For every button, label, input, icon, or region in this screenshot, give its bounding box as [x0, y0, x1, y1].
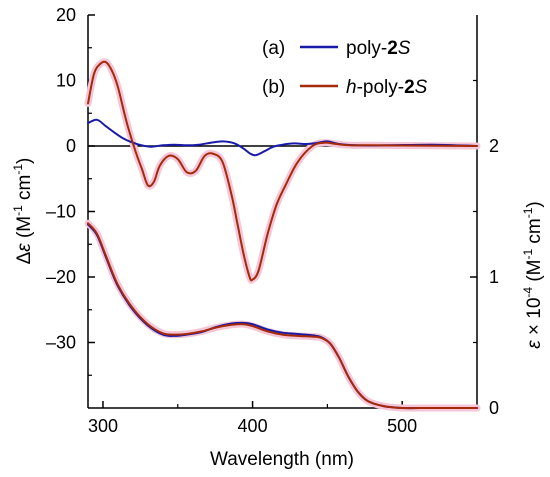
axis-ticks — [88, 14, 477, 409]
legend: (a) poly-2S (b) h-poly-2S — [262, 38, 428, 98]
x-tick-label: 400 — [238, 416, 268, 436]
y-axis-right-title: ε × 10-4 (M-1 cm-1) — [521, 201, 545, 349]
series-layer — [84, 58, 481, 412]
legend-label-b-prefix: (b) — [262, 77, 285, 98]
legend-label-a: poly-2S — [346, 38, 411, 59]
y-right-tick-label: 0 — [489, 398, 499, 418]
y-left-tick-label: 0 — [66, 136, 76, 156]
y-axis-left-title: Δε (M-1 cm-1) — [11, 158, 35, 265]
y-left-tick-label: 20 — [56, 5, 76, 25]
series-line-1 — [87, 60, 478, 282]
series-line-2 — [87, 223, 478, 410]
series-line-3 — [87, 222, 478, 410]
y-right-tick-label: 1 — [489, 267, 499, 287]
series-glow-3 — [84, 219, 481, 412]
y-left-tick-label: –30 — [46, 333, 76, 353]
y-right-tick-label: 2 — [489, 136, 499, 156]
y-left-tick-label: 10 — [56, 71, 76, 91]
x-axis-title: Wavelength (nm) — [210, 449, 354, 470]
series-line-0 — [87, 118, 478, 157]
legend-label-b: h-poly-2S — [346, 77, 428, 98]
y-left-tick-label: –20 — [46, 267, 76, 287]
x-tick-label: 300 — [88, 416, 118, 436]
x-tick-label: 500 — [387, 416, 417, 436]
legend-label-a-prefix: (a) — [262, 38, 285, 59]
y-left-tick-label: –10 — [46, 202, 76, 222]
